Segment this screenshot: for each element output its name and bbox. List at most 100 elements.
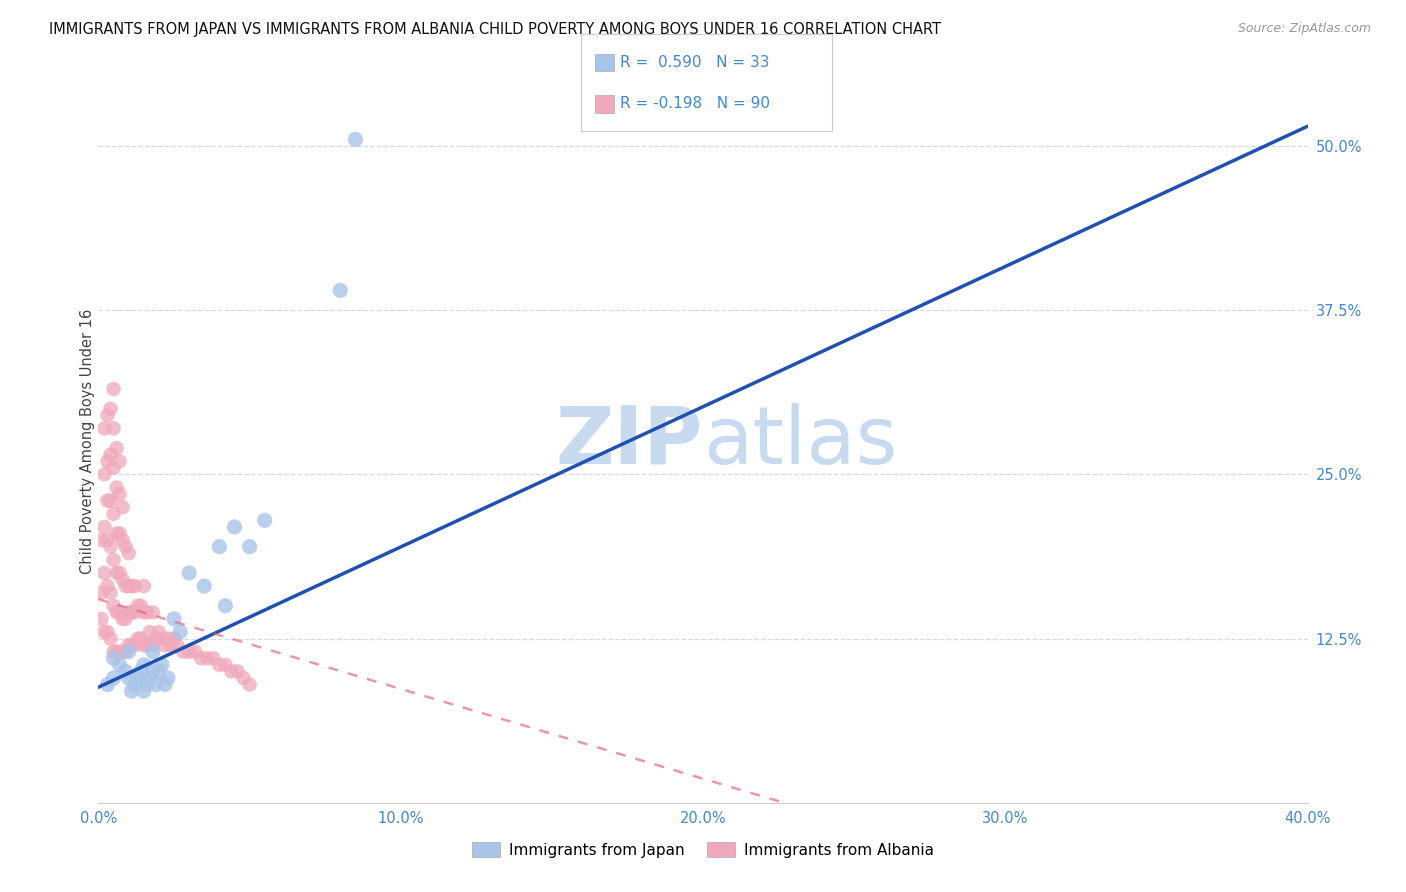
- Point: [221, 665, 243, 679]
- Point: [93, 421, 115, 435]
- Text: Source: ZipAtlas.com: Source: ZipAtlas.com: [1237, 22, 1371, 36]
- Point: [121, 638, 143, 652]
- Point: [111, 573, 134, 587]
- Point: [118, 605, 141, 619]
- Point: [114, 665, 136, 679]
- Point: [124, 579, 146, 593]
- Point: [142, 645, 165, 659]
- Point: [105, 605, 128, 619]
- Point: [224, 520, 246, 534]
- Point: [96, 454, 118, 468]
- Point: [139, 671, 162, 685]
- Point: [150, 657, 173, 672]
- Point: [145, 677, 167, 691]
- Point: [127, 671, 149, 685]
- Point: [132, 657, 155, 672]
- Point: [190, 651, 212, 665]
- Point: [179, 566, 201, 580]
- Point: [139, 625, 162, 640]
- Point: [103, 645, 125, 659]
- Point: [156, 671, 179, 685]
- Point: [121, 684, 143, 698]
- Point: [153, 677, 176, 691]
- Point: [118, 638, 141, 652]
- Point: [172, 645, 194, 659]
- Point: [93, 625, 115, 640]
- Point: [111, 612, 134, 626]
- Point: [103, 651, 125, 665]
- Point: [114, 579, 136, 593]
- Point: [129, 665, 152, 679]
- Point: [105, 481, 128, 495]
- Point: [108, 526, 131, 541]
- Point: [150, 632, 173, 646]
- Point: [96, 533, 118, 547]
- Point: [253, 513, 276, 527]
- Point: [121, 605, 143, 619]
- Point: [105, 441, 128, 455]
- Point: [121, 579, 143, 593]
- Point: [127, 632, 149, 646]
- Point: [148, 665, 170, 679]
- Point: [344, 132, 367, 146]
- Point: [239, 677, 262, 691]
- Point: [108, 657, 131, 672]
- Point: [118, 579, 141, 593]
- Point: [132, 579, 155, 593]
- Point: [226, 665, 249, 679]
- Point: [100, 540, 122, 554]
- Point: [132, 605, 155, 619]
- Point: [93, 520, 115, 534]
- Point: [153, 638, 176, 652]
- Point: [124, 638, 146, 652]
- Point: [160, 638, 183, 652]
- Point: [105, 645, 128, 659]
- Point: [142, 665, 165, 679]
- Point: [135, 605, 157, 619]
- Point: [208, 540, 231, 554]
- Point: [90, 533, 112, 547]
- Text: atlas: atlas: [703, 402, 897, 481]
- Point: [100, 493, 122, 508]
- Point: [105, 566, 128, 580]
- Point: [96, 579, 118, 593]
- Point: [93, 467, 115, 482]
- Point: [90, 585, 112, 599]
- Point: [214, 599, 236, 613]
- Point: [202, 651, 225, 665]
- Point: [103, 507, 125, 521]
- Point: [132, 684, 155, 698]
- Point: [90, 612, 112, 626]
- Point: [100, 632, 122, 646]
- Point: [100, 448, 122, 462]
- Point: [163, 612, 186, 626]
- Point: [156, 632, 179, 646]
- Point: [329, 284, 352, 298]
- Point: [108, 605, 131, 619]
- Point: [166, 638, 188, 652]
- Point: [163, 632, 186, 646]
- Point: [118, 671, 141, 685]
- Point: [108, 487, 131, 501]
- Point: [111, 500, 134, 515]
- Point: [214, 657, 236, 672]
- Point: [179, 645, 201, 659]
- Point: [148, 625, 170, 640]
- Point: [103, 421, 125, 435]
- Point: [114, 612, 136, 626]
- Point: [114, 645, 136, 659]
- Point: [103, 382, 125, 396]
- Point: [124, 677, 146, 691]
- Y-axis label: Child Poverty Among Boys Under 16: Child Poverty Among Boys Under 16: [80, 309, 94, 574]
- Point: [100, 401, 122, 416]
- Point: [129, 599, 152, 613]
- Point: [103, 553, 125, 567]
- Point: [124, 605, 146, 619]
- Point: [232, 671, 254, 685]
- Point: [169, 625, 191, 640]
- Point: [96, 625, 118, 640]
- Text: R = -0.198   N = 90: R = -0.198 N = 90: [620, 96, 770, 112]
- Text: R =  0.590   N = 33: R = 0.590 N = 33: [620, 54, 769, 70]
- Point: [145, 632, 167, 646]
- Point: [118, 546, 141, 560]
